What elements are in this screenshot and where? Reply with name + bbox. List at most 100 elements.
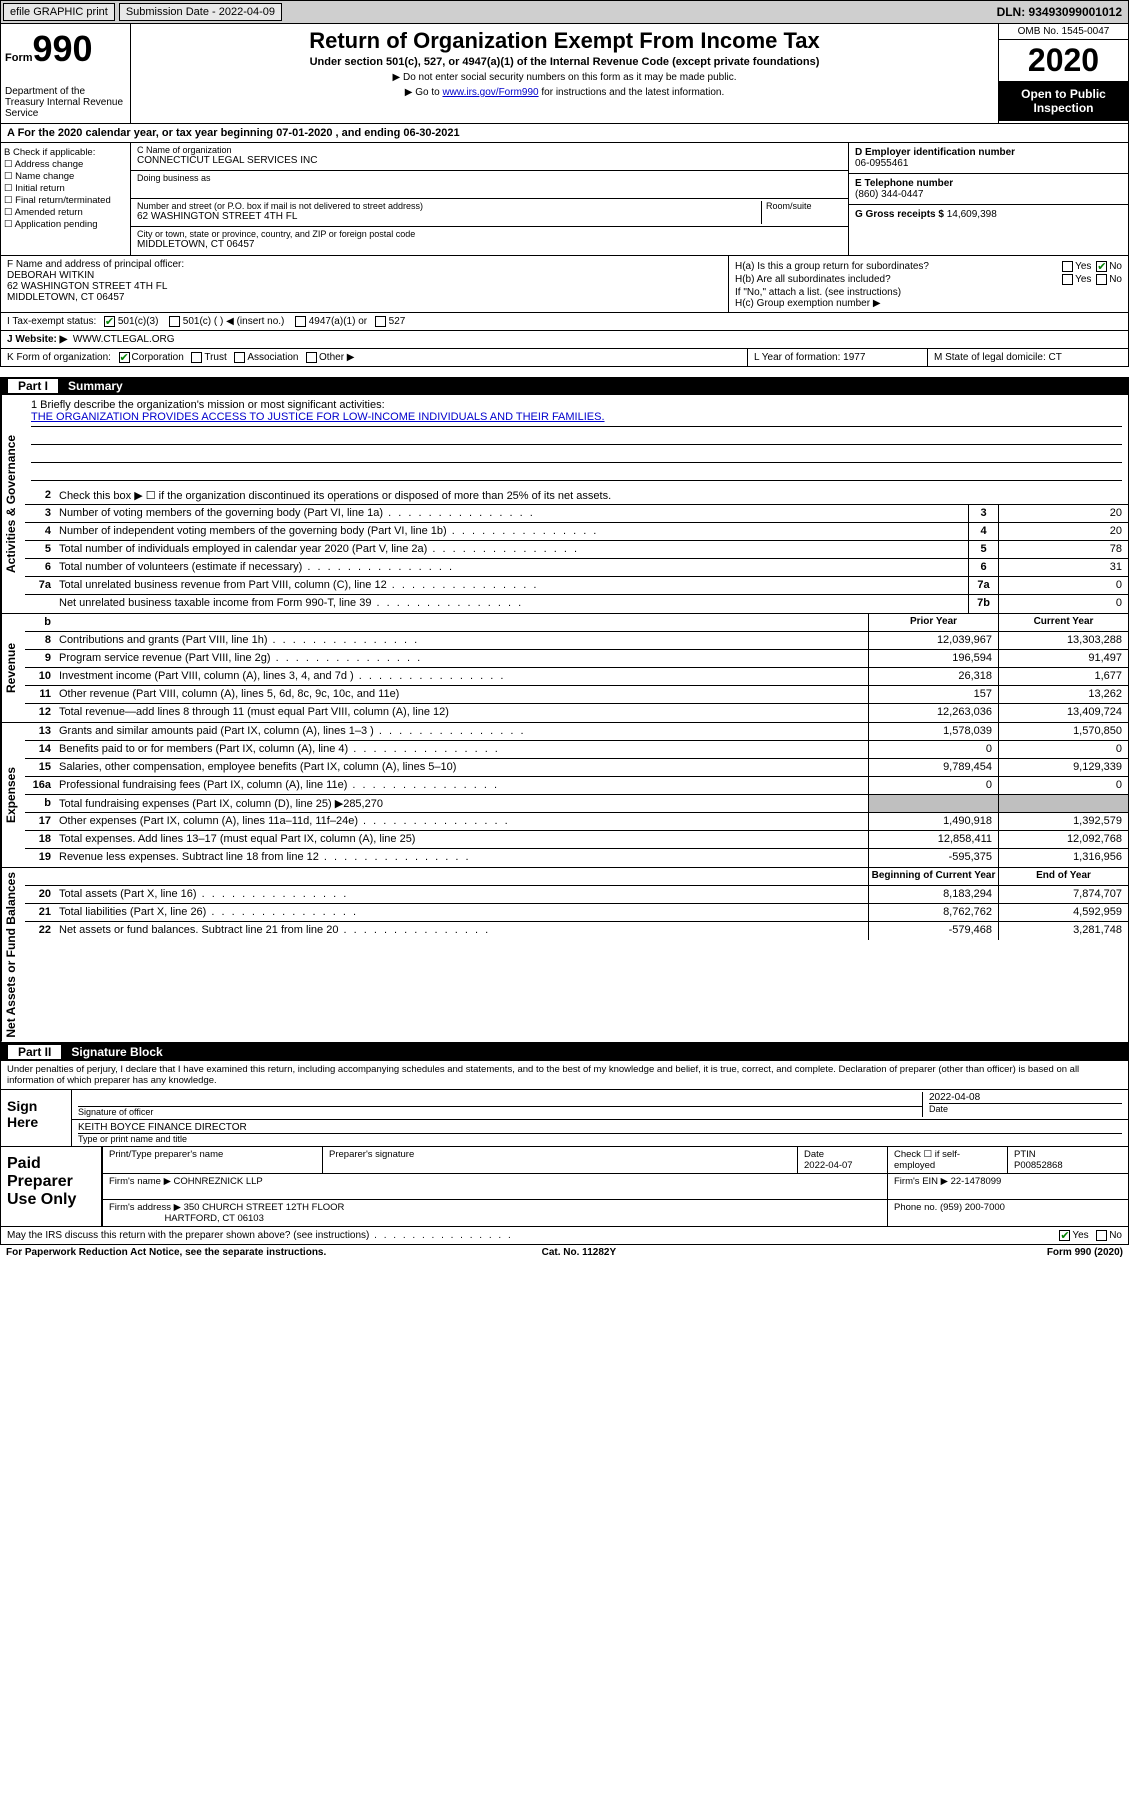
box-c: C Name of organization CONNECTICUT LEGAL…: [131, 143, 848, 255]
opt-4947: 4947(a)(1) or: [309, 316, 367, 327]
line22-beg: -579,468: [868, 922, 998, 940]
side-netassets: Net Assets or Fund Balances: [1, 868, 25, 1042]
line5-val: 78: [998, 541, 1128, 558]
line14-curr: 0: [998, 741, 1128, 758]
line16b-curr: [998, 795, 1128, 812]
sign-here-row: Sign Here Signature of officer 2022-04-0…: [1, 1089, 1128, 1146]
gross-value: 14,609,398: [947, 209, 997, 220]
line3-num: 3: [968, 505, 998, 522]
chk-527[interactable]: [375, 316, 386, 327]
chk-501c3[interactable]: [104, 316, 115, 327]
form-number: Form990: [5, 28, 126, 70]
line18-prior: 12,858,411: [868, 831, 998, 848]
form-title: Return of Organization Exempt From Incom…: [139, 28, 990, 54]
header-right: OMB No. 1545-0047 2020 Open to Public In…: [998, 24, 1128, 123]
line8-desc: Contributions and grants (Part VIII, lin…: [55, 632, 868, 649]
box-k: K Form of organization: Corporation Trus…: [1, 349, 748, 366]
line16a-prior: 0: [868, 777, 998, 794]
line21-end: 4,592,959: [998, 904, 1128, 921]
prep-date: 2022-04-07: [804, 1160, 853, 1171]
firm-address2: HARTFORD, CT 06103: [164, 1213, 263, 1224]
chk-name[interactable]: ☐ Name change: [4, 171, 127, 182]
line20-desc: Total assets (Part X, line 16): [55, 886, 868, 903]
discuss-yesno[interactable]: Yes No: [1057, 1230, 1122, 1241]
line5-desc: Total number of individuals employed in …: [55, 541, 968, 558]
ein-label: D Employer identification number: [855, 147, 1122, 158]
header-left: Form990 Department of the Treasury Inter…: [1, 24, 131, 123]
officer-label: F Name and address of principal officer:: [7, 259, 722, 270]
mission-text: THE ORGANIZATION PROVIDES ACCESS TO JUST…: [31, 411, 605, 423]
box-abc: B Check if applicable: ☐ Address change …: [0, 143, 1129, 256]
line2-desc: Check this box ▶ ☐ if the organization d…: [55, 487, 1128, 504]
irs-link[interactable]: www.irs.gov/Form990: [442, 87, 538, 98]
line13-curr: 1,570,850: [998, 723, 1128, 740]
opt-assoc: Association: [247, 352, 298, 363]
chk-501c[interactable]: [169, 316, 180, 327]
line8-prior: 12,039,967: [868, 632, 998, 649]
chk-initial[interactable]: ☐ Initial return: [4, 183, 127, 194]
k-label: K Form of organization:: [7, 352, 111, 363]
efile-print-button[interactable]: efile GRAPHIC print: [3, 3, 115, 21]
chk-app-pending[interactable]: ☐ Application pending: [4, 219, 127, 230]
dba-label: Doing business as: [137, 173, 842, 183]
signature-block: Under penalties of perjury, I declare th…: [0, 1061, 1129, 1227]
note2-pre: ▶ Go to: [405, 87, 443, 98]
submission-date-button[interactable]: Submission Date - 2022-04-09: [119, 3, 282, 21]
line7b-val: 0: [998, 595, 1128, 613]
phone-label: E Telephone number: [855, 178, 1122, 189]
chk-address[interactable]: ☐ Address change: [4, 159, 127, 170]
line17-curr: 1,392,579: [998, 813, 1128, 830]
paid-preparer: Paid Preparer Use Only Print/Type prepar…: [1, 1146, 1128, 1226]
website-value: WWW.CTLEGAL.ORG: [73, 334, 175, 345]
prep-name-label: Print/Type preparer's name: [103, 1147, 323, 1173]
line12-desc: Total revenue—add lines 8 through 11 (mu…: [55, 704, 868, 722]
chk-corp[interactable]: [119, 352, 130, 363]
part1-num: Part I: [8, 379, 58, 393]
city-label: City or town, state or province, country…: [137, 229, 842, 239]
website-row: J Website: ▶ WWW.CTLEGAL.ORG: [0, 331, 1129, 349]
officer-addr2: MIDDLETOWN, CT 06457: [7, 292, 722, 303]
line4-val: 20: [998, 523, 1128, 540]
firm-address1: Firm's address ▶ 350 CHURCH STREET 12TH …: [109, 1202, 344, 1213]
part2-title: Signature Block: [71, 1045, 162, 1059]
ha-yesno[interactable]: Yes No: [1060, 261, 1122, 272]
chk-other[interactable]: [306, 352, 317, 363]
note2-post: for instructions and the latest informat…: [539, 87, 725, 98]
hdr-beginning: Beginning of Current Year: [868, 868, 998, 885]
chk-assoc[interactable]: [234, 352, 245, 363]
opt-corp: Corporation: [132, 352, 184, 363]
line6-num: 6: [968, 559, 998, 576]
line7b-desc: Net unrelated business taxable income fr…: [55, 595, 968, 613]
line7a-num: 7a: [968, 577, 998, 594]
chk-final[interactable]: ☐ Final return/terminated: [4, 195, 127, 206]
hb-label: H(b) Are all subordinates included?: [735, 274, 891, 285]
line18-desc: Total expenses. Add lines 13–17 (must eq…: [55, 831, 868, 848]
side-revenue: Revenue: [1, 614, 25, 722]
tax-status-row: I Tax-exempt status: 501(c)(3) 501(c) ( …: [0, 313, 1129, 331]
opt-527: 527: [389, 316, 406, 327]
hdr-end: End of Year: [998, 868, 1128, 885]
hb-yesno[interactable]: Yes No: [1060, 274, 1122, 285]
paperwork-notice: For Paperwork Reduction Act Notice, see …: [6, 1247, 326, 1258]
box-m: M State of legal domicile: CT: [928, 349, 1128, 366]
line19-curr: 1,316,956: [998, 849, 1128, 867]
line16a-curr: 0: [998, 777, 1128, 794]
prep-self-emp[interactable]: Check ☐ if self-employed: [888, 1147, 1008, 1173]
chk-trust[interactable]: [191, 352, 202, 363]
tax-status-label: I Tax-exempt status:: [7, 316, 96, 327]
sig-name-label: Type or print name and title: [78, 1133, 1122, 1144]
line14-desc: Benefits paid to or for members (Part IX…: [55, 741, 868, 758]
box-h: H(a) Is this a group return for subordin…: [728, 256, 1128, 312]
sig-officer-label: Signature of officer: [78, 1106, 922, 1117]
form-note2: ▶ Go to www.irs.gov/Form990 for instruct…: [139, 87, 990, 98]
org-name-label: C Name of organization: [137, 145, 842, 155]
chk-4947[interactable]: [295, 316, 306, 327]
tax-year: 2020: [999, 40, 1128, 81]
chk-amended[interactable]: ☐ Amended return: [4, 207, 127, 218]
opt-trust: Trust: [204, 352, 226, 363]
box-l: L Year of formation: 1977: [748, 349, 928, 366]
line11-desc: Other revenue (Part VIII, column (A), li…: [55, 686, 868, 703]
line19-desc: Revenue less expenses. Subtract line 18 …: [55, 849, 868, 867]
hdr-current: Current Year: [998, 614, 1128, 631]
street-label: Number and street (or P.O. box if mail i…: [137, 201, 757, 211]
